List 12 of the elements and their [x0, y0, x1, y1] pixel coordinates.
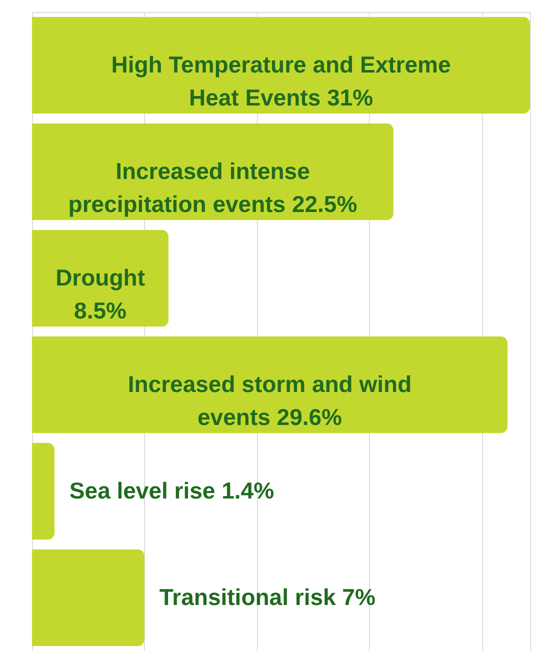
bar: [32, 549, 144, 646]
category-label: Increased intense precipitation events 22.5%: [68, 158, 358, 217]
data-label: 8.5%: [74, 297, 126, 324]
bar: [32, 336, 508, 434]
category-label: Increased storm and wind events 29.6%: [128, 370, 412, 430]
bar: [32, 16, 530, 114]
y-tick-label: Drought: [56, 264, 146, 290]
category-label: Transitional risk 7%: [159, 584, 376, 610]
bar: [32, 442, 54, 540]
bar: [32, 230, 169, 327]
category-label: High Temperature and Extreme Heat Events 31%: [111, 51, 451, 110]
category-label: Sea level rise 1.4%: [69, 477, 274, 504]
